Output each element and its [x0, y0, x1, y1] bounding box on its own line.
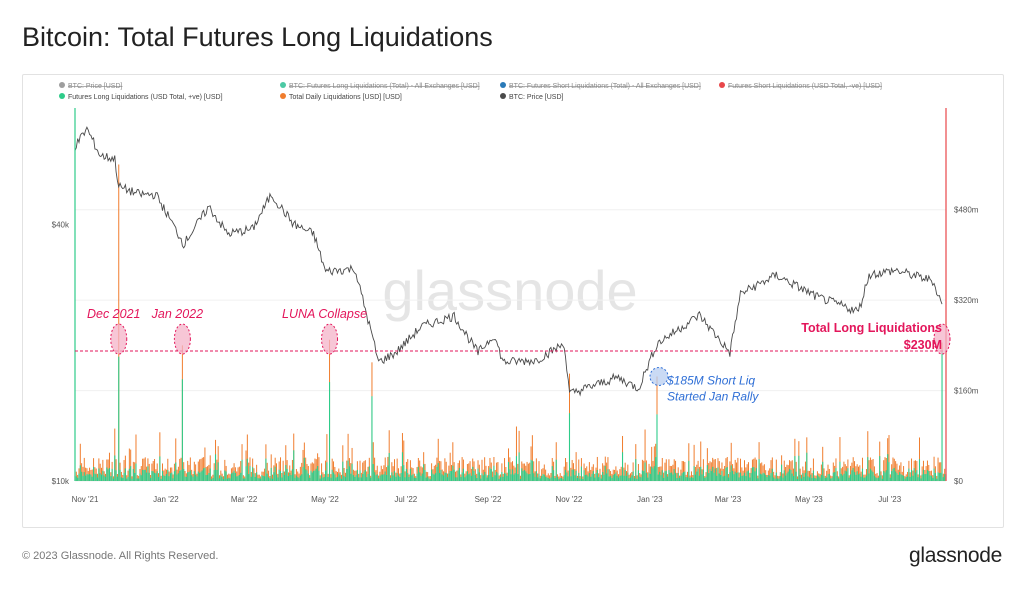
legend-item: BTC: Futures Long Liquidations (Total) -… [289, 83, 480, 90]
right-axis-tick-label: $0 [954, 477, 963, 486]
legend-item: Futures Long Liquidations (USD Total, +v… [68, 94, 223, 101]
annotation-label: Total Long Liquidations [801, 321, 942, 335]
x-axis-tick-label: Jan '22 [153, 495, 179, 504]
annotation-label: Dec 2021 [87, 307, 141, 321]
btc-price-line [74, 126, 943, 397]
left-axis-tick-label: $40k [52, 220, 70, 229]
annotation-marker [321, 323, 339, 355]
chart-grid [75, 209, 946, 482]
watermark: glassnode [382, 259, 637, 322]
chart-legend: BTC: Price [USD] BTC: Futures Long Liquid… [59, 82, 882, 101]
annotation-marker [110, 323, 128, 355]
x-axis-tick-label: May '22 [311, 495, 339, 504]
legend-item: Total Daily Liquidations [USD] [USD] [289, 94, 402, 101]
footer-brand-logo: glassnode [908, 544, 1002, 567]
right-axis-tick-label: $320m [954, 296, 979, 305]
legend-item: BTC: Price [USD] [509, 94, 564, 101]
x-axis-tick-label: Sep '22 [475, 495, 502, 504]
x-axis-tick-label: Jul '22 [394, 495, 417, 504]
x-axis-tick-label: Mar '23 [715, 495, 742, 504]
annotation-marker [173, 323, 191, 355]
right-axis-tick-label: $480m [954, 206, 979, 215]
x-axis-tick-label: Jan '23 [637, 495, 663, 504]
legend-dot [500, 93, 506, 99]
left-axis-tick-label: $10k [52, 477, 70, 486]
legend-item: BTC: Price [USD] [68, 83, 123, 90]
annotation-marker [933, 323, 951, 355]
legend-dot [500, 82, 506, 88]
footer-copyright: © 2023 Glassnode. All Rights Reserved. [22, 550, 219, 562]
x-axis-tick-label: Jul '23 [878, 495, 901, 504]
legend-dot [280, 82, 286, 88]
chart-annotations: Dec 2021 Jan 2022 LUNA Collapse Total Long … [75, 307, 951, 403]
x-axis-tick-label: Nov '22 [555, 495, 582, 504]
legend-item: Futures Short Liquidations (USD Total, -… [728, 83, 882, 90]
price-line [74, 126, 943, 397]
x-axis-tick-label: May '23 [795, 495, 823, 504]
annotation-label: $230M [904, 338, 942, 352]
x-axis-tick-label: Mar '22 [231, 495, 258, 504]
annotation-label: Jan 2022 [151, 307, 203, 321]
chart-axes: $10k $40k $0 $160m $320m $480m Nov '21 Jan '22 M… [52, 108, 979, 504]
right-axis-tick-label: $160m [954, 387, 979, 396]
annotation-label: Started Jan Rally [667, 389, 759, 403]
liquidation-bars [74, 164, 947, 481]
legend-dot [719, 82, 725, 88]
page-title: Bitcoin: Total Futures Long Liquidations [22, 22, 493, 52]
annotation-marker [649, 366, 669, 386]
legend-dot [59, 93, 65, 99]
annotation-label: $185M Short Liq [666, 373, 755, 387]
x-axis-tick-label: Nov '21 [72, 495, 99, 504]
legend-dot [280, 93, 286, 99]
annotation-label: LUNA Collapse [282, 307, 367, 321]
legend-item: BTC: Futures Short Liquidations (Total) … [509, 83, 701, 90]
legend-dot [59, 82, 65, 88]
